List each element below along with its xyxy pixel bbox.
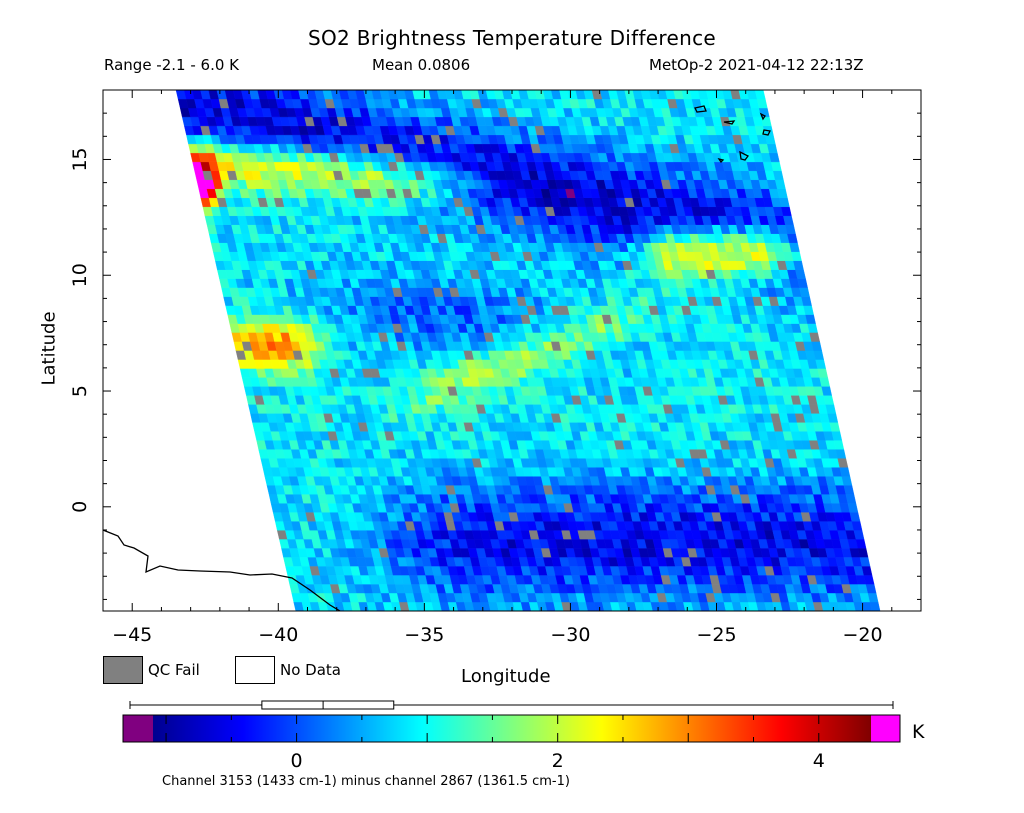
swath-cell <box>835 449 847 459</box>
x-tick-label: −25 <box>696 624 736 646</box>
swath-cell <box>791 251 802 261</box>
colorbar-unit: K <box>912 721 925 743</box>
swath-cell <box>855 538 867 549</box>
swath-cell <box>799 287 810 297</box>
satellite-time-label: MetOp-2 2021-04-12 22:13Z <box>649 56 864 74</box>
colorbar-tick-label: 4 <box>813 750 825 772</box>
y-tick-label: 15 <box>69 147 91 171</box>
x-tick-label: −45 <box>112 624 152 646</box>
swath-cell <box>859 556 871 567</box>
x-axis-label: Longitude <box>461 666 551 687</box>
swath-cell <box>779 197 790 208</box>
swath-cell <box>841 476 853 486</box>
channel-footer: Channel 3153 (1433 cm-1) minus channel 2… <box>162 774 570 789</box>
swath-cell <box>793 260 804 270</box>
swath-cell <box>837 458 849 468</box>
y-tick-label: 5 <box>69 385 91 397</box>
swath-cell <box>811 341 822 351</box>
swath-cell <box>777 188 788 199</box>
swath-cell <box>823 395 835 405</box>
swath-cell <box>766 143 778 154</box>
colorbar-under <box>123 715 153 742</box>
swath-cell <box>768 152 780 163</box>
swath-cell <box>807 323 818 333</box>
swath-cell <box>845 494 857 504</box>
swath-cell <box>781 206 792 217</box>
swath-cell <box>797 278 808 288</box>
swath-cell <box>817 368 828 378</box>
y-axis-label: Latitude <box>38 311 60 386</box>
swath-cell <box>756 98 768 109</box>
y-tick-label: 10 <box>69 263 91 287</box>
colorbar-over <box>871 715 900 742</box>
swath-cell <box>851 521 863 531</box>
swath-cell <box>857 547 869 558</box>
qc-fail-swatch <box>103 656 143 684</box>
swath-cell <box>815 359 826 369</box>
swath-cell <box>829 422 841 432</box>
colorbar-gradient <box>153 715 871 742</box>
swath-cell <box>867 592 879 603</box>
range-label: Range -2.1 - 6.0 K <box>104 56 239 74</box>
swath-cell <box>825 404 837 414</box>
x-tick-label: −20 <box>843 624 883 646</box>
swath-cell <box>849 512 861 522</box>
swath-cell <box>833 440 845 450</box>
swath-cell <box>785 224 796 234</box>
y-tick-label: 0 <box>69 501 91 513</box>
no-data-label: No Data <box>280 661 341 679</box>
swath-cell <box>869 601 881 611</box>
swath-cell <box>764 134 776 145</box>
swath-cell <box>805 314 816 324</box>
no-data-swatch <box>235 656 275 684</box>
swath-cell <box>809 332 820 342</box>
x-tick-label: −40 <box>258 624 298 646</box>
mean-label: Mean 0.0806 <box>372 56 471 74</box>
colorbar-tick-label: 2 <box>552 750 564 772</box>
swath-cell <box>789 242 800 252</box>
colorbar-tick-label: 0 <box>291 750 303 772</box>
swath-cell <box>847 503 859 513</box>
chart-title: SO2 Brightness Temperature Difference <box>308 26 716 50</box>
swath-cell <box>770 161 782 172</box>
swath-cell <box>843 485 855 495</box>
swath-cell <box>863 574 875 585</box>
swath-cells <box>175 90 881 611</box>
boxplot-box <box>261 700 395 710</box>
swath-cell <box>819 377 830 387</box>
colorbar: 0 2 4 K <box>122 700 925 772</box>
swath-cell <box>772 170 784 181</box>
swath-cell <box>783 215 794 225</box>
swath-cell <box>803 305 814 315</box>
swath-cell <box>795 269 806 279</box>
qc-fail-label: QC Fail <box>148 661 200 679</box>
x-tick-label: −30 <box>550 624 590 646</box>
swath-cell <box>861 565 873 576</box>
x-tick-label: −35 <box>404 624 444 646</box>
swath-cell <box>831 431 843 441</box>
swath-cell <box>754 90 766 100</box>
swath-cell <box>821 386 832 396</box>
